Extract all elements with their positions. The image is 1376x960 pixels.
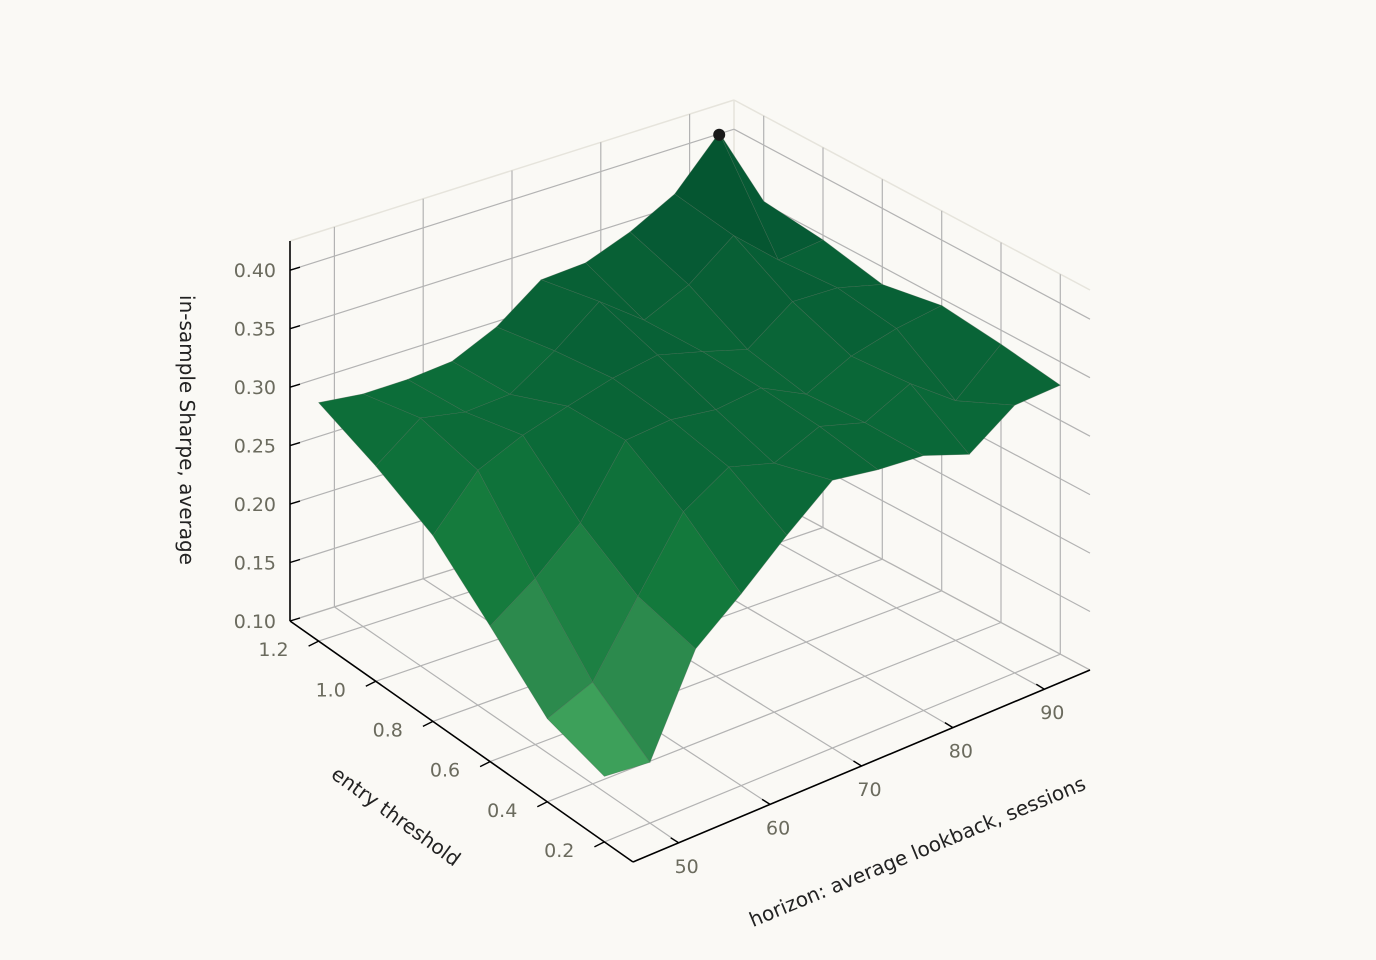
grid-line-z-back — [289, 128, 735, 271]
x-tick-label: 60 — [766, 817, 790, 839]
z-tick-label: 0.25 — [234, 436, 276, 458]
x-tick-mark — [944, 722, 954, 729]
z-tick-mark — [289, 325, 301, 330]
z-tick-mark — [289, 617, 301, 622]
y-tick-mark — [365, 680, 377, 687]
y-tick-label: 0.2 — [544, 840, 574, 862]
z-axis-title: in-sample Sharpe, average — [175, 295, 199, 565]
x-tick-mark — [761, 798, 771, 805]
y-tick-label: 0.8 — [373, 719, 403, 741]
z-tick-label: 0.35 — [234, 319, 276, 341]
z-tick-mark — [289, 500, 301, 505]
x-tick-label: 90 — [1040, 702, 1064, 724]
grid-line-z-side — [733, 128, 1091, 320]
grid-line-y-floor — [604, 653, 1061, 843]
x-tick-mark — [853, 760, 862, 767]
x-tick-label: 80 — [949, 741, 973, 763]
x-tick-label: 50 — [675, 856, 699, 878]
x-tick-mark — [670, 837, 680, 844]
axis-lines — [289, 241, 1091, 863]
surface — [318, 132, 1061, 777]
y-tick-label: 1.2 — [258, 639, 288, 661]
y-tick-mark — [594, 841, 605, 848]
z-tick-mark — [289, 383, 301, 388]
z-tick-mark — [289, 558, 301, 564]
peak-marker — [713, 128, 726, 141]
y-tick-mark — [536, 801, 548, 808]
y-tick-label: 0.4 — [487, 800, 517, 822]
pane-edge — [733, 99, 1091, 291]
grid-line-y-floor — [547, 621, 1002, 803]
z-tick-label: 0.40 — [234, 260, 276, 282]
y-tick-label: 0.6 — [430, 760, 460, 782]
x-axis-title: horizon: average lookback, sessions — [746, 771, 1089, 932]
x-tick-label: 70 — [857, 779, 881, 801]
z-tick-label: 0.15 — [234, 553, 276, 575]
z-tick-label: 0.20 — [234, 494, 276, 516]
y-axis-line — [289, 620, 634, 863]
z-tick-label: 0.30 — [234, 377, 276, 399]
z-tick-mark — [289, 266, 301, 271]
z-tick-mark — [289, 441, 301, 447]
peak-marker-group — [713, 128, 726, 141]
z-tick-label: 0.10 — [234, 611, 276, 633]
y-tick-mark — [422, 720, 434, 728]
surface-facet — [546, 681, 651, 777]
grid-line-x-floor — [334, 606, 680, 844]
y-tick-mark — [308, 640, 319, 647]
grid-line-z-side — [733, 187, 1091, 379]
y-tick-mark — [479, 760, 491, 768]
x-tick-mark — [1035, 683, 1045, 690]
y-tick-label: 1.0 — [316, 679, 346, 701]
tick-labels: 50 60 70 80 90 0.2 0.4 0.6 0.8 1.0 1.2 0.10 0.15 0.20… — [234, 260, 1065, 878]
